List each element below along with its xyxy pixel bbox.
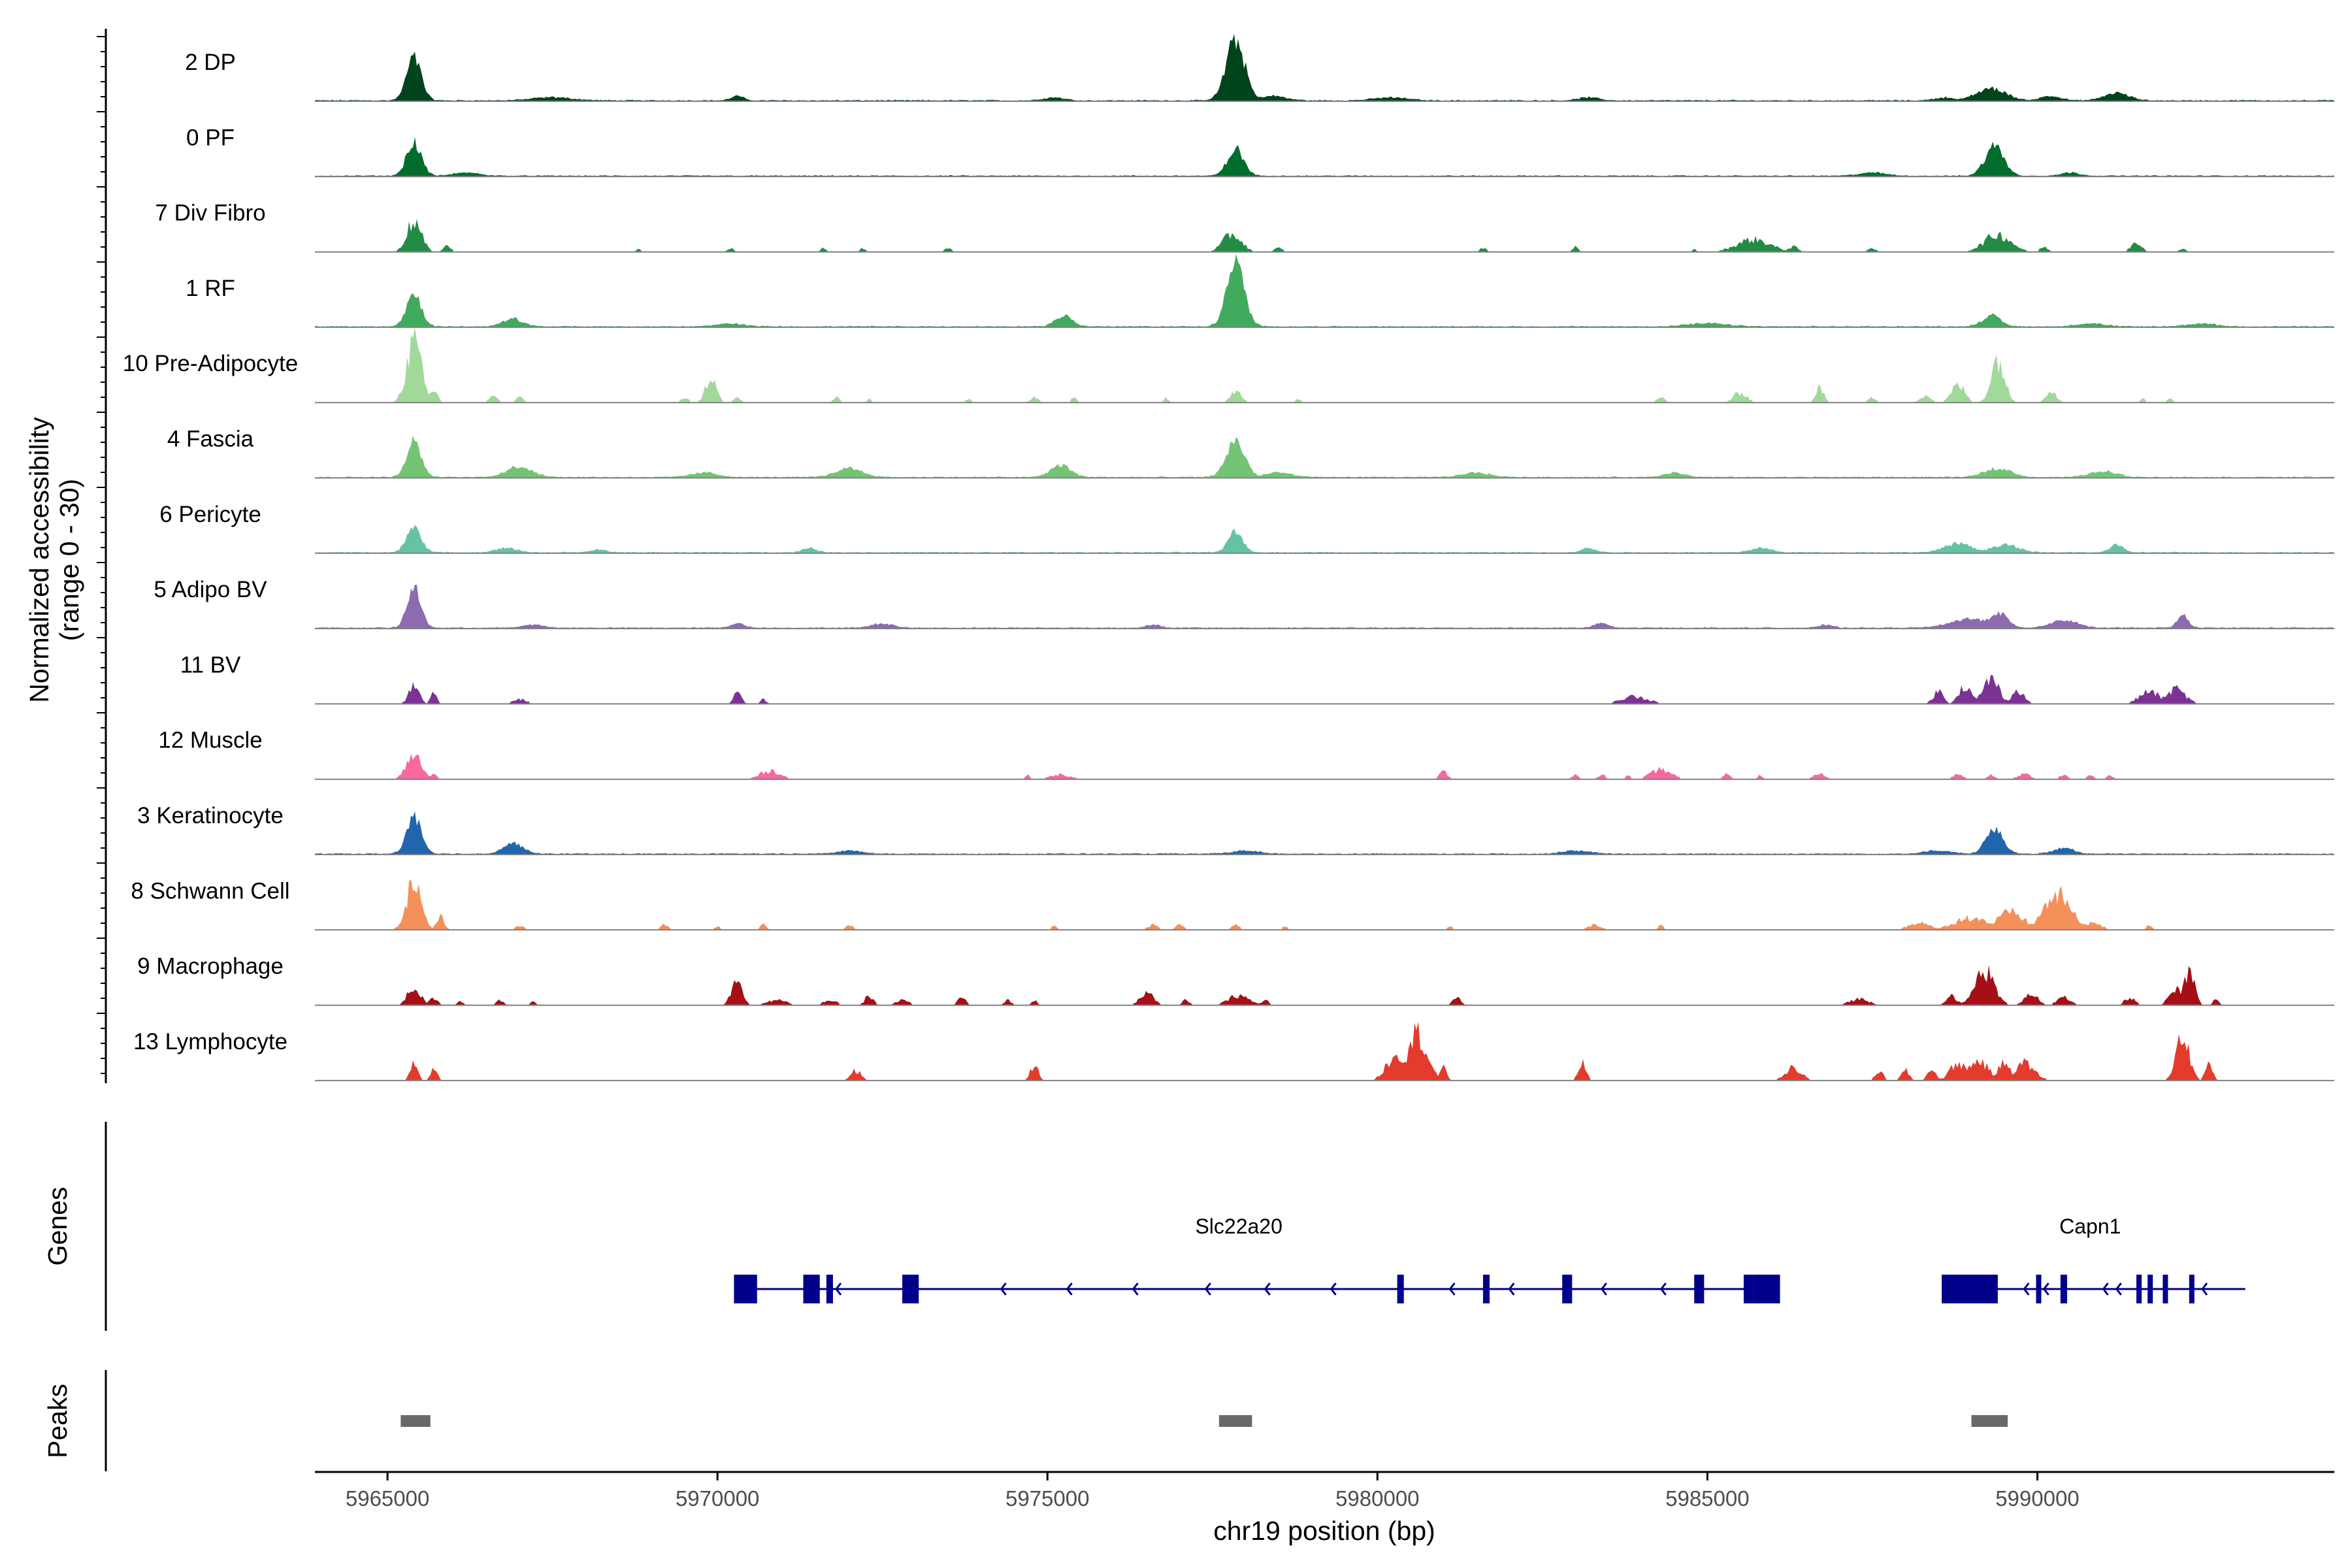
strand-arrow — [2102, 1282, 2109, 1296]
gene-exon — [1562, 1275, 1573, 1303]
track-6: 6 Pericyte — [159, 502, 2334, 554]
track-7: 5 Adipo BV — [154, 577, 2334, 630]
strand-arrow — [2023, 1282, 2030, 1296]
x-tick-label: 5985000 — [1665, 1486, 1749, 1511]
x-tick-label: 5990000 — [1995, 1486, 2079, 1511]
gene-name: Capn1 — [2059, 1215, 2121, 1238]
track-2: 7 Div Fibro — [155, 201, 2334, 253]
gene-exon — [1941, 1275, 1998, 1303]
gene-exon — [2136, 1275, 2142, 1303]
gene-exon — [826, 1275, 833, 1303]
strand-arrow — [1204, 1282, 1211, 1296]
track-4: 10 Pre-Adipocyte — [123, 327, 2334, 404]
gene-capn1: Capn1 — [1941, 1215, 2246, 1303]
peak-region — [1971, 1415, 2008, 1427]
strand-arrow — [2201, 1282, 2208, 1296]
gene-exon — [1482, 1275, 1490, 1303]
strand-arrow — [1600, 1282, 1607, 1296]
track-label: 10 Pre-Adipocyte — [123, 351, 298, 376]
gene-name: Slc22a20 — [1195, 1215, 1282, 1238]
track-label: 13 Lymphocyte — [133, 1029, 287, 1054]
strand-arrow — [1000, 1282, 1007, 1296]
gene-exon — [1743, 1275, 1754, 1303]
track-9: 12 Muscle — [158, 728, 2334, 780]
coverage-area — [315, 253, 2334, 327]
gene-slc22a20: Slc22a20 — [734, 1215, 1780, 1303]
track-label: 9 Macrophage — [137, 954, 284, 979]
gene-exon — [2189, 1275, 2195, 1303]
peaks-panel-label: Peaks — [42, 1384, 73, 1458]
track-label: 1 RF — [186, 276, 235, 301]
track-label: 6 Pericyte — [159, 502, 261, 527]
track-0: 2 DP — [185, 33, 2334, 102]
gene-exon — [2036, 1275, 2042, 1303]
strand-arrow — [2042, 1282, 2050, 1296]
track-1: 0 PF — [186, 125, 2334, 178]
strand-arrow — [1066, 1282, 1073, 1296]
strand-arrow — [1330, 1282, 1337, 1296]
coverage-area — [315, 754, 2334, 779]
peak-regions — [400, 1415, 2008, 1427]
genes-panel-label: Genes — [42, 1187, 73, 1266]
track-8: 11 BV — [180, 652, 2334, 705]
x-tick-label: 5970000 — [676, 1486, 759, 1511]
coverage-area — [315, 964, 2334, 1005]
track-label: 0 PF — [186, 125, 235, 150]
x-tick-label: 5975000 — [1005, 1486, 1089, 1511]
track-label: 2 DP — [185, 50, 236, 75]
x-tick-label: 5965000 — [346, 1486, 429, 1511]
track-11: 8 Schwann Cell — [131, 878, 2334, 931]
coverage-area — [315, 137, 2334, 177]
track-label: 5 Adipo BV — [154, 577, 267, 602]
y-axis-label-range: (range 0 - 30) — [54, 479, 84, 641]
coverage-area — [315, 435, 2334, 478]
track-10: 3 Keratinocyte — [137, 803, 2334, 855]
track-13: 13 Lymphocyte — [133, 1021, 2334, 1081]
gene-exon — [734, 1275, 757, 1303]
track-3: 1 RF — [186, 253, 2334, 328]
strand-arrow — [835, 1282, 842, 1296]
track-label: 4 Fascia — [167, 427, 254, 452]
gene-exon — [2060, 1275, 2067, 1303]
strand-arrow — [2115, 1282, 2122, 1296]
coverage-area — [315, 675, 2334, 704]
gene-exon — [902, 1275, 919, 1303]
gene-exon — [2148, 1275, 2153, 1303]
coverage-area — [315, 219, 2334, 252]
track-12: 9 Macrophage — [137, 954, 2334, 1006]
gene-exon — [1694, 1275, 1705, 1303]
coverage-area — [315, 327, 2334, 403]
gene-exon — [1397, 1275, 1404, 1303]
gene-exon — [803, 1275, 820, 1303]
coverage-area — [315, 584, 2334, 629]
peak-region — [400, 1415, 431, 1427]
coverage-area — [315, 811, 2334, 855]
track-label: 7 Div Fibro — [155, 201, 265, 226]
strand-arrow — [1508, 1282, 1515, 1296]
track-label: 12 Muscle — [158, 728, 263, 753]
gene-annotations: Slc22a20 Capn1 — [734, 1215, 2246, 1303]
strand-arrow — [1264, 1282, 1271, 1296]
coverage-tracks: 2 DP 0 PF 7 Div Fibro 1 RF 10 Pre-Adipocyte 4… — [123, 33, 2334, 1081]
gene-exon — [2163, 1275, 2168, 1303]
strand-arrow — [1448, 1282, 1456, 1296]
track-label: 8 Schwann Cell — [131, 878, 289, 904]
coverage-area — [315, 879, 2334, 930]
track-label: 3 Keratinocyte — [137, 803, 284, 828]
y-axis-label: Normalized accessibility — [24, 417, 54, 703]
x-tick-label: 5980000 — [1335, 1486, 1419, 1511]
coverage-y-ticks — [97, 36, 106, 1074]
coverage-area — [315, 1021, 2334, 1081]
x-axis-label: chr19 position (bp) — [1213, 1516, 1435, 1546]
coverage-area — [315, 525, 2334, 553]
track-label: 11 BV — [180, 652, 241, 678]
x-axis-ticks: 5965000 5970000 5975000 5980000 5985000 59900… — [346, 1472, 2080, 1511]
strand-arrow — [1132, 1282, 1139, 1296]
peak-region — [1218, 1415, 1252, 1427]
strand-arrow — [1659, 1282, 1667, 1296]
track-5: 4 Fascia — [167, 427, 2334, 479]
coverage-area — [315, 33, 2334, 102]
gene-exon — [1754, 1275, 1780, 1303]
